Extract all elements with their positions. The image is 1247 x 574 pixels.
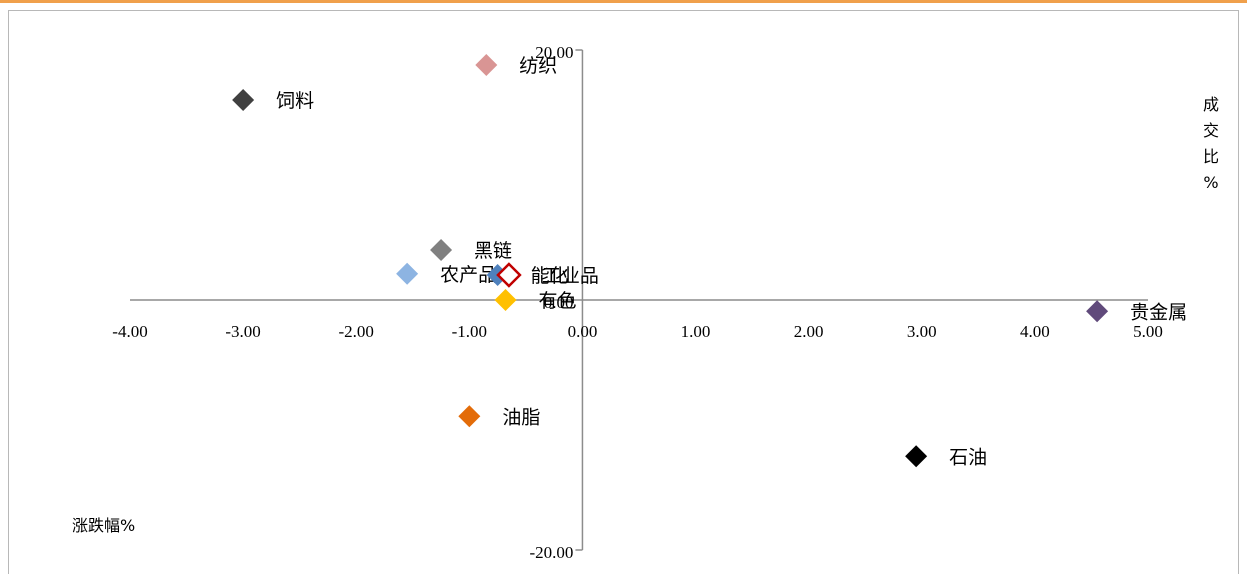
top-accent-border: [0, 0, 1247, 3]
point-label: 黑链: [474, 240, 512, 262]
y-tick-label: -20.00: [530, 543, 574, 562]
point-label: 农产品: [440, 264, 497, 286]
point-label: 油脂: [502, 406, 540, 428]
data-point: 黑链: [430, 239, 512, 262]
point-marker: [905, 445, 928, 468]
point-label: 纺织: [519, 55, 557, 77]
point-marker: [430, 239, 453, 261]
x-tick-label: -2.00: [339, 322, 374, 341]
point-marker: [232, 89, 255, 111]
point-label: 石油: [949, 446, 987, 468]
chart-area-border: [8, 10, 1239, 574]
data-point: 油脂: [458, 405, 540, 428]
point-marker: [475, 54, 498, 76]
axes: [130, 49, 1148, 551]
x-tick-label: 3.00: [907, 322, 937, 341]
point-marker: [494, 289, 517, 311]
point-label: 工业品: [542, 265, 599, 287]
data-point: 农产品: [396, 262, 497, 286]
point-label: 贵金属: [1130, 301, 1187, 323]
data-point: 饲料: [232, 89, 314, 112]
x-axis-ticks: -4.00 -3.00 -2.00 -1.00 0.00 1.00 2.00 3.00 4.00…: [112, 322, 1163, 341]
point-marker: [1086, 300, 1109, 323]
point-marker: [396, 262, 419, 285]
data-point: 工业品: [496, 262, 599, 288]
data-point: 石油: [905, 445, 987, 468]
point-marker: [496, 262, 522, 288]
data-point: 有色: [494, 289, 577, 312]
y-axis-ticks: 20.00 0.00 -20.00: [530, 43, 574, 562]
point-marker: [458, 405, 481, 428]
x-tick-label: -4.00: [112, 322, 147, 341]
x-tick-label: 2.00: [794, 322, 824, 341]
y-tick-label: 0.00: [544, 293, 574, 312]
x-tick-label: 4.00: [1020, 322, 1050, 341]
point-label: 能化: [531, 265, 569, 287]
x-tick-label: -1.00: [452, 322, 487, 341]
data-point: 贵金属: [1086, 300, 1187, 323]
axis-titles: 涨跌幅% 成交比%: [72, 95, 1219, 535]
x-tick-label: 5.00: [1133, 322, 1163, 341]
point-label: 饲料: [276, 90, 314, 112]
y-tick-label: 20.00: [535, 43, 573, 62]
y-axis-title: 成交比%: [1203, 95, 1219, 192]
x-tick-label: 0.00: [568, 322, 598, 341]
x-axis-title: 涨跌幅%: [72, 516, 135, 535]
point-label: 有色: [539, 290, 577, 312]
data-point: 纺织: [475, 54, 557, 77]
x-tick-label: 1.00: [681, 322, 711, 341]
x-tick-label: -3.00: [225, 322, 260, 341]
